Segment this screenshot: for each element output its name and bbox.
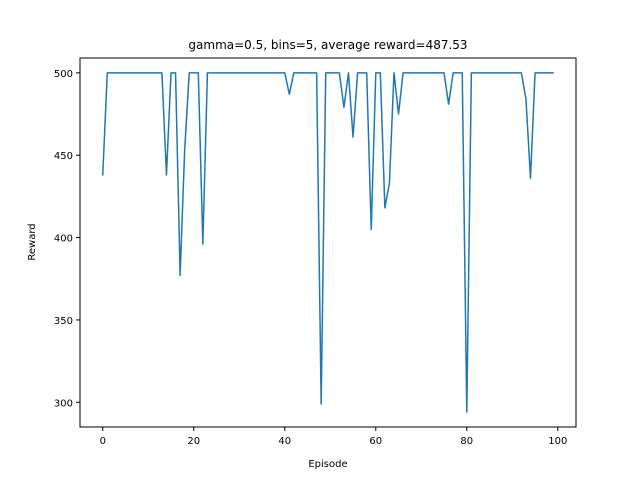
y-tick-label: 300 [54, 398, 73, 409]
reward-series-line [102, 72, 554, 413]
y-tick-label: 350 [54, 316, 73, 327]
x-tick-label: 80 [460, 436, 473, 447]
x-tick-label: 60 [369, 436, 382, 447]
y-axis-label: Reward [27, 223, 38, 260]
axis-ticks: 0 20 40 60 80 100 300 350 400 450 500 [54, 69, 567, 447]
y-tick-label: 400 [54, 234, 73, 245]
x-tick-label: 40 [278, 436, 291, 447]
x-tick-label: 0 [100, 436, 106, 447]
plot-frame [79, 57, 577, 428]
y-tick-label: 450 [54, 151, 73, 162]
x-tick-label: 20 [187, 436, 200, 447]
y-tick-label: 500 [54, 69, 73, 80]
x-tick-label: 100 [548, 436, 567, 447]
plot-area [80, 58, 576, 427]
series-group [102, 72, 554, 413]
x-axis-label: Episode [308, 459, 347, 470]
chart-title: gamma=0.5, bins=5, average reward=487.53 [188, 38, 467, 52]
